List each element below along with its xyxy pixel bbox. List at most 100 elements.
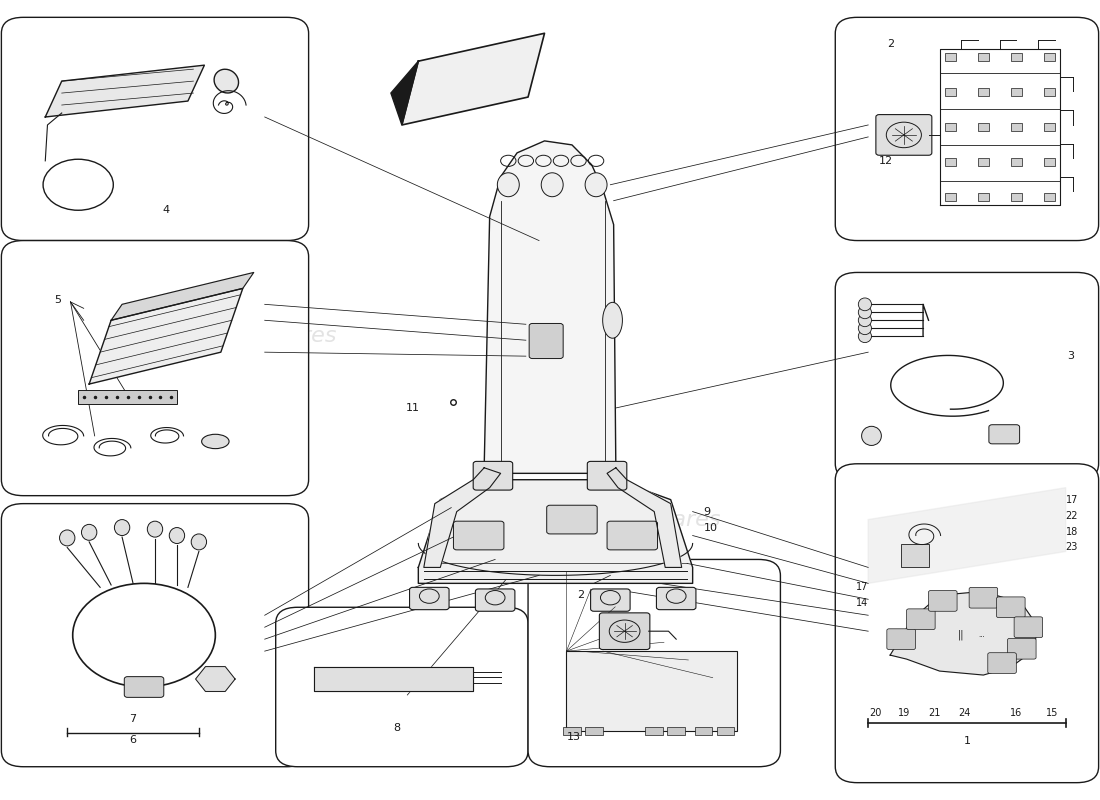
Text: 18: 18 [1066,526,1078,537]
FancyBboxPatch shape [969,587,998,608]
Bar [978,88,989,96]
FancyBboxPatch shape [988,653,1016,674]
Ellipse shape [81,524,97,540]
FancyBboxPatch shape [835,18,1099,241]
Text: 11: 11 [406,403,420,413]
FancyBboxPatch shape [607,521,658,550]
Ellipse shape [541,173,563,197]
FancyBboxPatch shape [835,273,1099,480]
Text: 8: 8 [393,723,400,734]
FancyBboxPatch shape [1,241,309,496]
Ellipse shape [858,314,871,326]
Text: 15: 15 [1046,707,1058,718]
Bar [563,727,581,735]
FancyBboxPatch shape [887,629,915,650]
FancyBboxPatch shape [1014,617,1043,638]
Text: eurospares: eurospares [213,326,338,346]
Polygon shape [484,141,616,474]
Bar [717,727,735,735]
Text: 10: 10 [704,522,717,533]
FancyBboxPatch shape [1008,638,1036,659]
Bar [668,727,685,735]
Bar [978,193,989,201]
FancyBboxPatch shape [547,506,597,534]
Bar [1044,123,1055,131]
Bar [1011,158,1022,166]
Polygon shape [868,488,1066,583]
Ellipse shape [191,534,207,550]
Ellipse shape [858,306,871,318]
Bar [945,123,956,131]
Bar [1044,88,1055,96]
Text: 19: 19 [899,707,911,718]
Bar [901,543,928,567]
Ellipse shape [861,426,881,446]
Text: 23: 23 [1066,542,1078,553]
Bar [1011,54,1022,61]
FancyBboxPatch shape [657,587,696,610]
Text: 9: 9 [704,506,711,517]
FancyBboxPatch shape [276,607,528,766]
Text: 5: 5 [54,295,62,306]
Polygon shape [418,480,693,583]
Ellipse shape [585,173,607,197]
FancyBboxPatch shape [409,587,449,610]
Ellipse shape [201,434,229,449]
Bar [646,727,663,735]
Bar [695,727,713,735]
Bar [945,88,956,96]
Polygon shape [111,273,254,320]
FancyBboxPatch shape [876,114,932,155]
FancyBboxPatch shape [473,462,513,490]
Ellipse shape [497,173,519,197]
Text: 3: 3 [1067,351,1074,361]
Bar [978,158,989,166]
Text: 16: 16 [1010,707,1022,718]
Text: 2: 2 [578,590,584,600]
Polygon shape [607,468,682,567]
Text: 14: 14 [856,598,868,608]
Bar [1044,54,1055,61]
FancyBboxPatch shape [835,464,1099,782]
Polygon shape [315,667,473,691]
Bar [1044,158,1055,166]
FancyBboxPatch shape [453,521,504,550]
FancyBboxPatch shape [906,609,935,630]
Text: 21: 21 [927,707,940,718]
Text: 4: 4 [163,206,169,215]
FancyBboxPatch shape [997,597,1025,618]
Bar [1011,123,1022,131]
FancyBboxPatch shape [475,589,515,611]
Bar [585,727,603,735]
FancyBboxPatch shape [124,677,164,698]
Ellipse shape [169,527,185,543]
Text: ||: || [958,630,965,641]
Polygon shape [402,34,544,125]
Bar [945,193,956,201]
Ellipse shape [214,70,239,93]
Bar [1011,88,1022,96]
Ellipse shape [114,519,130,535]
Text: 22: 22 [1066,510,1078,521]
Ellipse shape [858,322,871,334]
Ellipse shape [147,521,163,537]
Text: eurospares: eurospares [597,510,722,530]
Bar [978,123,989,131]
FancyBboxPatch shape [928,590,957,611]
FancyBboxPatch shape [529,323,563,358]
Polygon shape [890,591,1038,675]
Text: 7: 7 [130,714,136,724]
FancyBboxPatch shape [528,559,780,766]
Text: 2: 2 [887,39,894,50]
Text: 6: 6 [130,735,136,746]
Polygon shape [89,288,243,384]
Bar [1044,193,1055,201]
Text: 17: 17 [856,582,868,592]
Polygon shape [196,666,235,691]
FancyBboxPatch shape [1,504,309,766]
Text: 24: 24 [958,707,971,718]
Bar [945,158,956,166]
Polygon shape [424,468,500,567]
Bar [978,54,989,61]
Polygon shape [390,61,418,125]
